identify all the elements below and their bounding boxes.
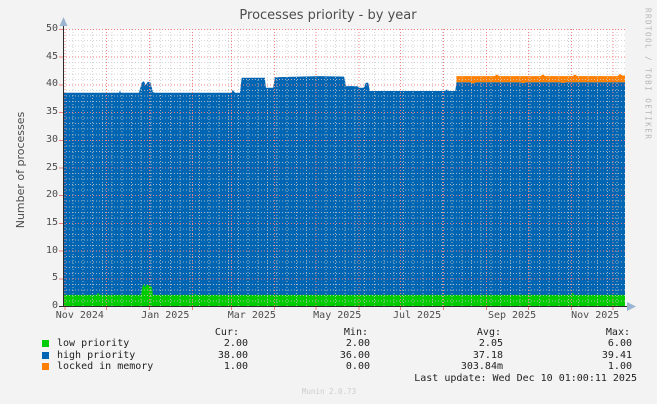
legend-value: 38.00: [217, 349, 248, 361]
rrdtool-watermark: RRDTOOL / TOBI OETIKER: [643, 8, 653, 141]
y-tick-label: 5: [51, 272, 58, 284]
locked-in-memory-area: [456, 73, 625, 84]
legend-value: 2.05: [478, 338, 503, 349]
x-axis-arrow-icon: [627, 302, 636, 311]
legend-value: 2.00: [345, 338, 370, 349]
x-tick-label: Jul 2025: [392, 310, 442, 321]
x-tick-label: Nov 2024: [55, 310, 104, 321]
last-update-text: Last update: Wed Dec 10 01:00:11 2025: [414, 373, 637, 384]
legend-column-header: Cur:: [214, 327, 239, 338]
x-tick-label: Mar 2025: [227, 310, 276, 321]
chart-title: Processes priority - by year: [239, 8, 417, 23]
y-tick-label: 45: [45, 50, 58, 62]
legend-value: 0.00: [345, 361, 370, 372]
y-tick-label: 10: [45, 244, 58, 256]
y-axis-arrow-icon: [59, 17, 68, 26]
y-tick-label: 25: [45, 161, 58, 173]
y-tick-label: 30: [45, 133, 58, 145]
y-tick-label: 50: [45, 23, 58, 34]
y-tick-label: 40: [45, 78, 58, 90]
munin-version-watermark: Munin 2.0.73: [301, 387, 357, 396]
legend-value: 2.00: [223, 338, 248, 349]
legend-swatch-low-priority: [42, 340, 49, 347]
legend-swatch-high-priority: [42, 351, 49, 359]
legend-label: locked in memory: [57, 361, 154, 372]
y-tick-label: 20: [45, 189, 58, 201]
x-tick-label: May 2025: [313, 310, 362, 321]
legend-column-header: Min:: [343, 327, 368, 338]
x-tick-label: Jan 2025: [141, 310, 190, 321]
legend-value: 1.00: [607, 361, 632, 372]
legend-value: 1.00: [223, 361, 248, 372]
legend-value: 37.18: [472, 349, 503, 361]
low-priority-area: [63, 283, 625, 306]
y-tick-label: 15: [45, 216, 58, 228]
y-tick-label: 0: [51, 300, 58, 311]
legend-column-header: Avg:: [476, 327, 501, 338]
legend-value: 6.00: [607, 338, 632, 349]
y-tick-label: 35: [45, 106, 58, 118]
legend-label: high priority: [57, 349, 136, 361]
x-tick-label: Sep 2025: [487, 310, 537, 321]
legend-swatch-locked-in-memory: [42, 363, 49, 370]
legend-value: 36.00: [339, 349, 370, 361]
legend-column-header: Max:: [605, 327, 630, 338]
high-priority-area: [63, 76, 625, 306]
legend-value: 303.84m: [460, 361, 503, 372]
x-tick-label: Nov 2025: [571, 310, 620, 321]
legend-label: low priority: [57, 338, 130, 349]
legend-value: 39.41: [601, 349, 632, 361]
